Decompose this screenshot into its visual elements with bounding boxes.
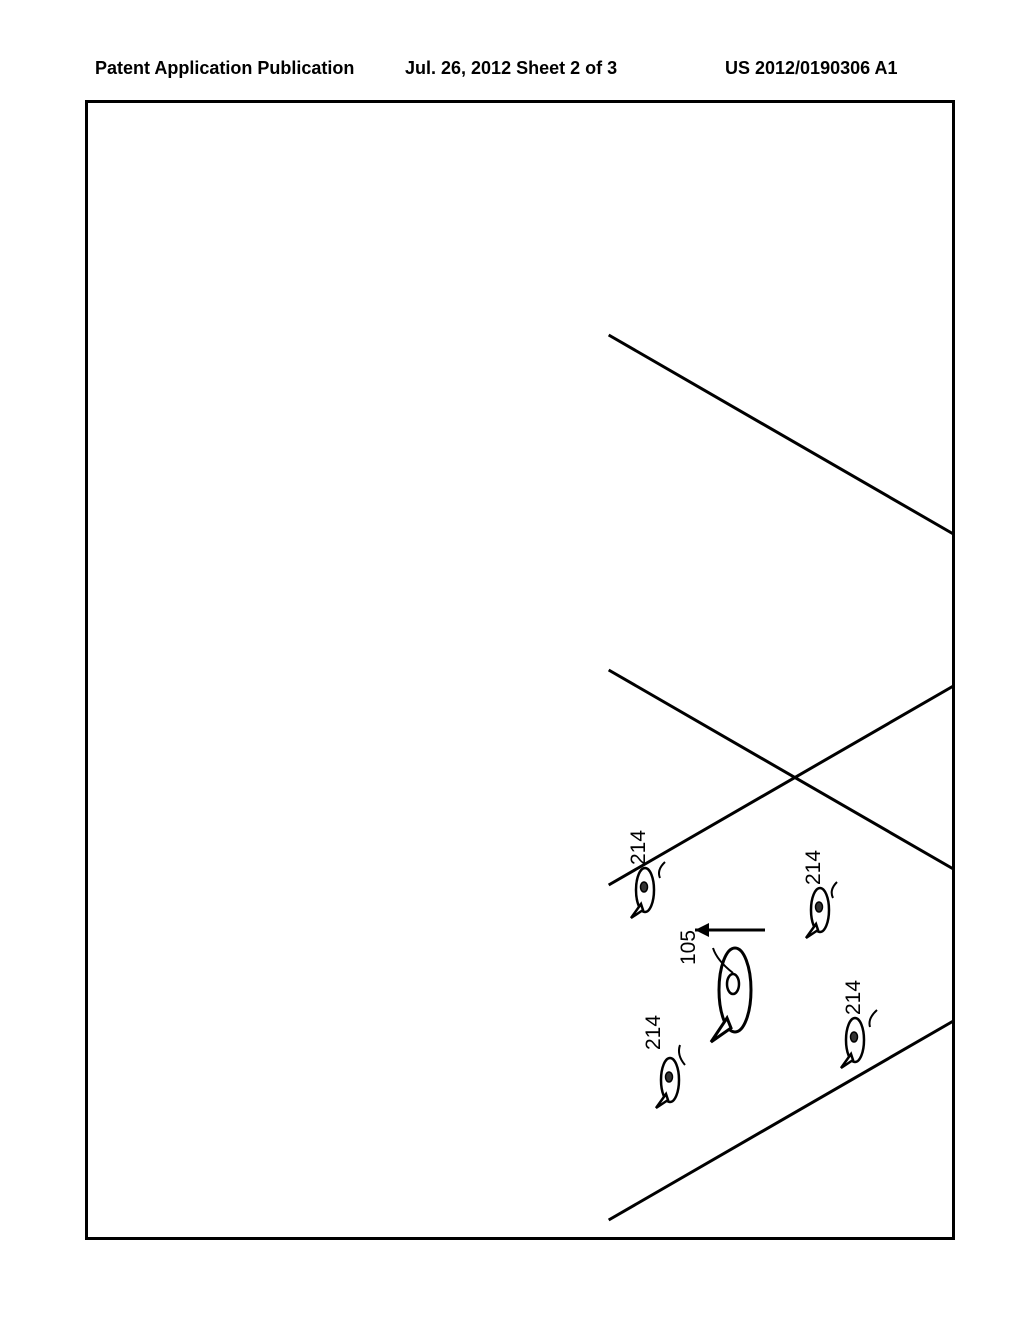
page: Patent Application Publication Jul. 26, … (0, 0, 1024, 1320)
header-left: Patent Application Publication (95, 58, 354, 79)
header-mid: Jul. 26, 2012 Sheet 2 of 3 (405, 58, 617, 79)
ref-label: 214 (642, 1015, 665, 1050)
ref-label: 214 (802, 850, 825, 885)
ref-label: 214 (842, 980, 865, 1015)
ref-label: 214 (627, 830, 650, 865)
ref-label: 105 (677, 930, 700, 965)
figure-svg: GroundStationGroundStation21021224024210… (85, 100, 955, 1240)
header-right: US 2012/0190306 A1 (725, 58, 897, 79)
